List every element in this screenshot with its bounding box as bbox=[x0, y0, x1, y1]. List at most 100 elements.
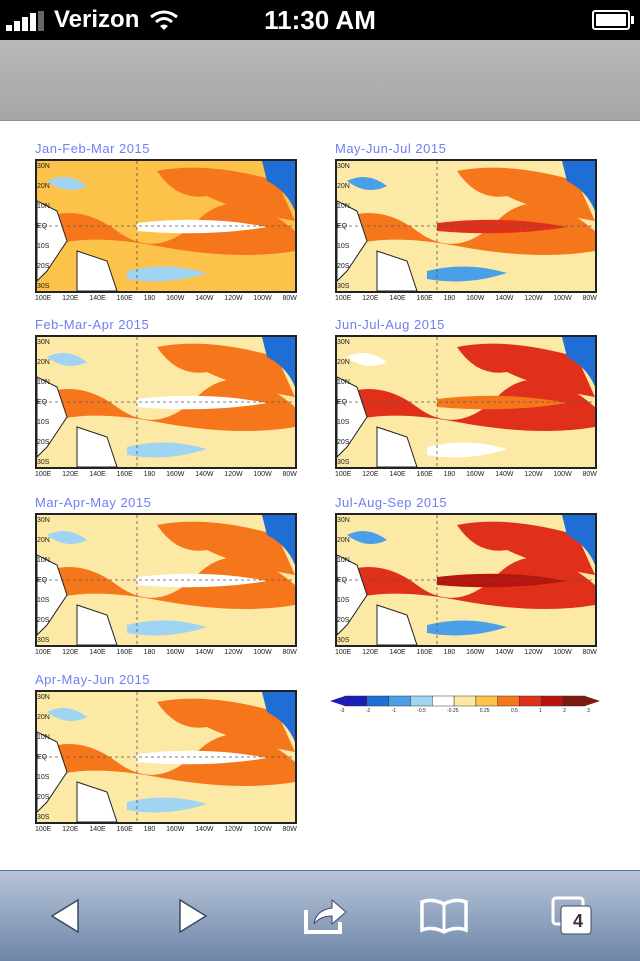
latitude-label: 10N bbox=[37, 203, 50, 210]
latitude-label: 20N bbox=[337, 537, 350, 544]
longitude-label: 100E bbox=[35, 295, 52, 302]
wifi-icon bbox=[150, 10, 179, 30]
longitude-label: 160E bbox=[116, 471, 133, 478]
latitude-label: 20S bbox=[337, 617, 350, 624]
forward-arrow-icon bbox=[179, 898, 208, 934]
longitude-label: 160E bbox=[416, 295, 433, 302]
sst-anomaly-map bbox=[35, 513, 297, 647]
longitude-label: 160W bbox=[166, 295, 185, 302]
bookmarks-button[interactable] bbox=[414, 891, 474, 941]
latitude-label: 20N bbox=[337, 359, 350, 366]
latitude-label: 10N bbox=[37, 557, 50, 564]
sst-anomaly-map bbox=[335, 513, 597, 647]
latitude-label: 30S bbox=[337, 637, 350, 644]
colorbar-label: 3 bbox=[587, 708, 590, 714]
latitude-label: 10N bbox=[337, 379, 350, 386]
colorbar-label: 0.25 bbox=[479, 708, 490, 714]
longitude-label: 140W bbox=[195, 295, 214, 302]
longitude-label: 80W bbox=[582, 295, 597, 302]
latitude-label: 20S bbox=[37, 794, 50, 801]
longitude-label: 140W bbox=[495, 295, 514, 302]
status-bar: Verizon 11:30 AM bbox=[0, 0, 640, 40]
latitude-label: 30N bbox=[37, 163, 50, 170]
longitude-label: 140W bbox=[195, 649, 214, 656]
forward-button[interactable] bbox=[163, 891, 223, 941]
latitude-label: 30S bbox=[37, 814, 50, 821]
colorbar-label: -3 bbox=[340, 708, 345, 714]
latitude-label: 30N bbox=[37, 517, 50, 524]
longitude-label: 120W bbox=[524, 471, 543, 478]
longitude-label: 160W bbox=[166, 649, 185, 656]
longitude-label: 100W bbox=[253, 471, 272, 478]
latitude-label: 20N bbox=[37, 359, 50, 366]
latitude-label: 30N bbox=[37, 339, 50, 346]
latitude-label: 10N bbox=[37, 734, 50, 741]
latitude-label: EQ bbox=[337, 577, 348, 584]
longitude-label: 140E bbox=[389, 471, 406, 478]
latitude-label: 30S bbox=[337, 283, 350, 290]
back-arrow-icon bbox=[50, 898, 79, 934]
longitude-label: 120E bbox=[62, 649, 79, 656]
latitude-label: 20S bbox=[337, 263, 350, 270]
back-button[interactable] bbox=[35, 891, 95, 941]
longitude-label: 100W bbox=[553, 649, 572, 656]
latitude-label: EQ bbox=[37, 223, 48, 230]
colorbar-label: 2 bbox=[563, 708, 566, 714]
sst-anomaly-map bbox=[335, 159, 597, 293]
colorbar-label: 0.5 bbox=[510, 708, 518, 714]
tabs-icon bbox=[551, 896, 592, 935]
longitude-label: 160E bbox=[416, 649, 433, 656]
longitude-label: 100E bbox=[35, 649, 52, 656]
tabs-count: 4 bbox=[573, 911, 584, 931]
longitude-label: 120W bbox=[524, 295, 543, 302]
carrier-label: Verizon bbox=[54, 6, 140, 33]
longitude-label: 120E bbox=[62, 471, 79, 478]
longitude-label: 100E bbox=[35, 471, 52, 478]
battery-icon bbox=[592, 10, 634, 30]
longitude-label: 80W bbox=[282, 471, 297, 478]
longitude-label: 180 bbox=[143, 826, 156, 833]
longitude-label: 160W bbox=[166, 826, 185, 833]
signal-icon bbox=[6, 9, 46, 31]
longitude-label: 120E bbox=[362, 295, 379, 302]
latitude-label: 20S bbox=[37, 263, 50, 270]
latitude-label: 10N bbox=[337, 557, 350, 564]
longitude-labels: 100E 120E 140E 160E 180 160W 140W 120W 100W 80W bbox=[335, 649, 597, 656]
latitude-label: 20S bbox=[37, 617, 50, 624]
longitude-label: 80W bbox=[282, 649, 297, 656]
longitude-label: 80W bbox=[282, 295, 297, 302]
longitude-label: 160E bbox=[116, 826, 133, 833]
colorbar bbox=[330, 695, 600, 707]
longitude-label: 100W bbox=[553, 471, 572, 478]
longitude-label: 100E bbox=[35, 826, 52, 833]
longitude-label: 80W bbox=[582, 649, 597, 656]
longitude-label: 180 bbox=[443, 471, 456, 478]
sst-anomaly-map bbox=[35, 335, 297, 469]
latitude-label: EQ bbox=[37, 577, 48, 584]
latitude-label: 30S bbox=[37, 283, 50, 290]
longitude-labels: 100E 120E 140E 160E 180 160W 140W 120W 100W 80W bbox=[35, 295, 297, 302]
longitude-label: 120W bbox=[524, 649, 543, 656]
latitude-label: 10S bbox=[337, 597, 350, 604]
longitude-label: 180 bbox=[143, 295, 156, 302]
latitude-label: 30S bbox=[337, 459, 350, 466]
tabs-button[interactable]: 4 bbox=[542, 891, 602, 941]
panel-title: May-Jun-Jul 2015 bbox=[335, 141, 447, 156]
latitude-label: 20N bbox=[337, 183, 350, 190]
longitude-label: 100E bbox=[335, 295, 352, 302]
panel-title: Apr-May-Jun 2015 bbox=[35, 672, 150, 687]
latitude-label: EQ bbox=[337, 223, 348, 230]
latitude-label: 30S bbox=[37, 459, 50, 466]
share-button[interactable] bbox=[295, 891, 355, 941]
longitude-label: 180 bbox=[443, 295, 456, 302]
longitude-label: 100W bbox=[253, 649, 272, 656]
longitude-labels: 100E 120E 140E 160E 180 160W 140W 120W 100W 80W bbox=[335, 295, 597, 302]
address-bar-area[interactable] bbox=[0, 40, 640, 121]
latitude-label: 30N bbox=[337, 163, 350, 170]
latitude-label: 10S bbox=[37, 243, 50, 250]
longitude-label: 120W bbox=[224, 471, 243, 478]
longitude-label: 100E bbox=[335, 649, 352, 656]
colorbar-label: -0.5 bbox=[417, 708, 426, 714]
longitude-label: 140W bbox=[195, 471, 214, 478]
colorbar-label: -1 bbox=[391, 708, 396, 714]
